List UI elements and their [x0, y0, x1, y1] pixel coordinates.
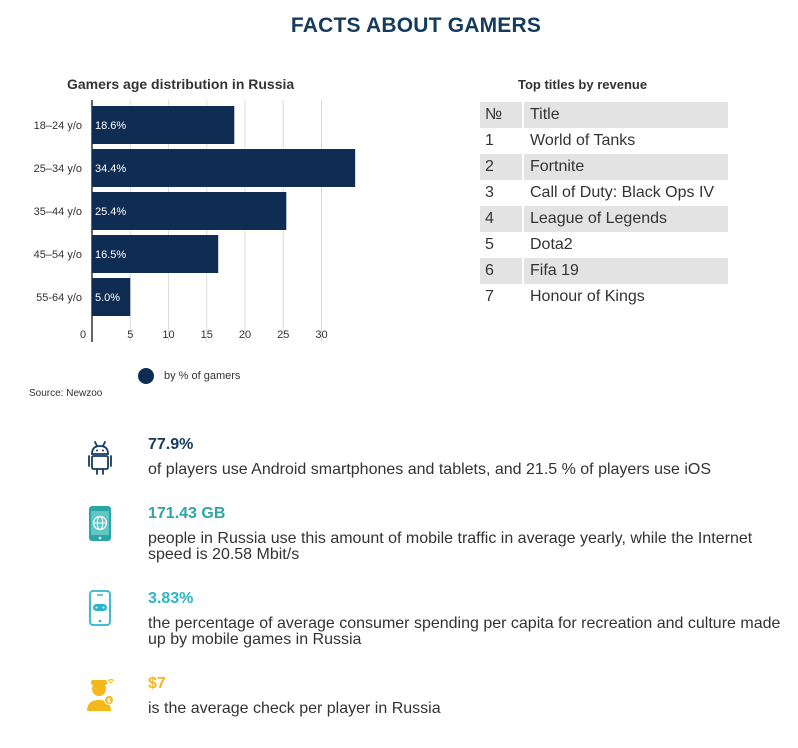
row-num: 7: [480, 284, 524, 310]
bar: [92, 149, 356, 187]
category-label: 35–44 y/o: [34, 206, 82, 218]
legend-marker: [138, 368, 154, 384]
row-num: 1: [480, 128, 524, 154]
table-row: 1 World of Tanks: [480, 128, 728, 154]
table-row: 3 Call of Duty: Black Ops IV: [480, 180, 728, 206]
bar: [92, 192, 287, 230]
chart-title: Gamers age distribution in Russia: [67, 76, 295, 92]
fact-value: 77.9%: [148, 436, 194, 453]
mobile-gamepad-icon: [89, 590, 111, 626]
x-tick-label: 15: [201, 329, 213, 341]
x-tick-label: 0: [80, 329, 86, 341]
bar: [92, 278, 131, 316]
x-tick-label: 5: [127, 329, 133, 341]
row-title: Fortnite: [524, 154, 728, 180]
bar: [92, 106, 235, 144]
row-num: 3: [480, 180, 524, 206]
category-label: 55-64 y/o: [36, 292, 82, 304]
page-title: FACTS ABOUT GAMERS: [290, 14, 542, 37]
fact-value: 171.43 GB: [148, 505, 226, 522]
x-tick-label: 10: [162, 329, 174, 341]
category-label: 45–54 y/o: [34, 249, 82, 261]
fact-value: $7: [148, 675, 166, 692]
row-title: Call of Duty: Black Ops IV: [530, 184, 715, 201]
category-label: 25–34 y/o: [34, 163, 82, 175]
row-num: 5: [480, 232, 524, 258]
android-icon: [88, 441, 112, 475]
chart-legend: by % of gamers: [138, 368, 240, 384]
fact-text: is the average check per player in Russi…: [148, 700, 441, 717]
data-label: 5.0%: [95, 292, 120, 304]
x-tick-label: 20: [239, 329, 251, 341]
row-title: World of Tanks: [530, 132, 636, 149]
top-titles-table: № Title 1 World of Tanks 2 Fortnite 3 Ca…: [480, 102, 728, 310]
table-row: 2 Fortnite: [480, 154, 728, 180]
x-tick-label: 25: [277, 329, 289, 341]
svg-text:$: $: [107, 698, 111, 705]
row-title: League of Legends: [524, 206, 728, 232]
category-label: 18–24 y/o: [34, 120, 82, 132]
fact-value: 3.83%: [148, 590, 194, 607]
header-title: Title: [524, 102, 728, 128]
row-title: Honour of Kings: [530, 288, 645, 305]
table-row: 4 League of Legends: [480, 206, 728, 232]
table-row: 6 Fifa 19: [480, 258, 728, 284]
row-title: Dota2: [530, 236, 573, 253]
data-label: 18.6%: [95, 120, 126, 132]
x-tick-label: 30: [315, 329, 327, 341]
mobile-globe-icon: [89, 506, 111, 541]
bar: [92, 235, 219, 273]
legend-label: by % of gamers: [164, 370, 241, 382]
data-label: 16.5%: [95, 249, 126, 261]
row-num: 2: [480, 154, 524, 180]
table-header-row: № Title: [480, 102, 728, 128]
source-note: Source: Newzoo: [29, 388, 103, 399]
header-num: №: [480, 102, 524, 128]
row-num: 6: [480, 258, 524, 284]
data-label: 25.4%: [95, 206, 126, 218]
table-row: 7 Honour of Kings: [480, 284, 728, 310]
age-distribution-chart: 0 5 10 15 20 25 30 18–24 y/o 18.6% 25–34 y/o 34.4%…: [34, 100, 356, 342]
row-num: 4: [480, 206, 524, 232]
table-row: 5 Dota2: [480, 232, 728, 258]
gamer-money-icon: $: [87, 678, 114, 711]
row-title: Fifa 19: [524, 258, 728, 284]
data-label: 34.4%: [95, 163, 126, 175]
fact-text: the percentage of average consumer spend…: [148, 615, 781, 648]
fact-text: of players use Android smartphones and t…: [148, 461, 711, 478]
fact-text: people in Russia use this amount of mobi…: [148, 530, 753, 563]
table-title: Top titles by revenue: [518, 77, 648, 92]
